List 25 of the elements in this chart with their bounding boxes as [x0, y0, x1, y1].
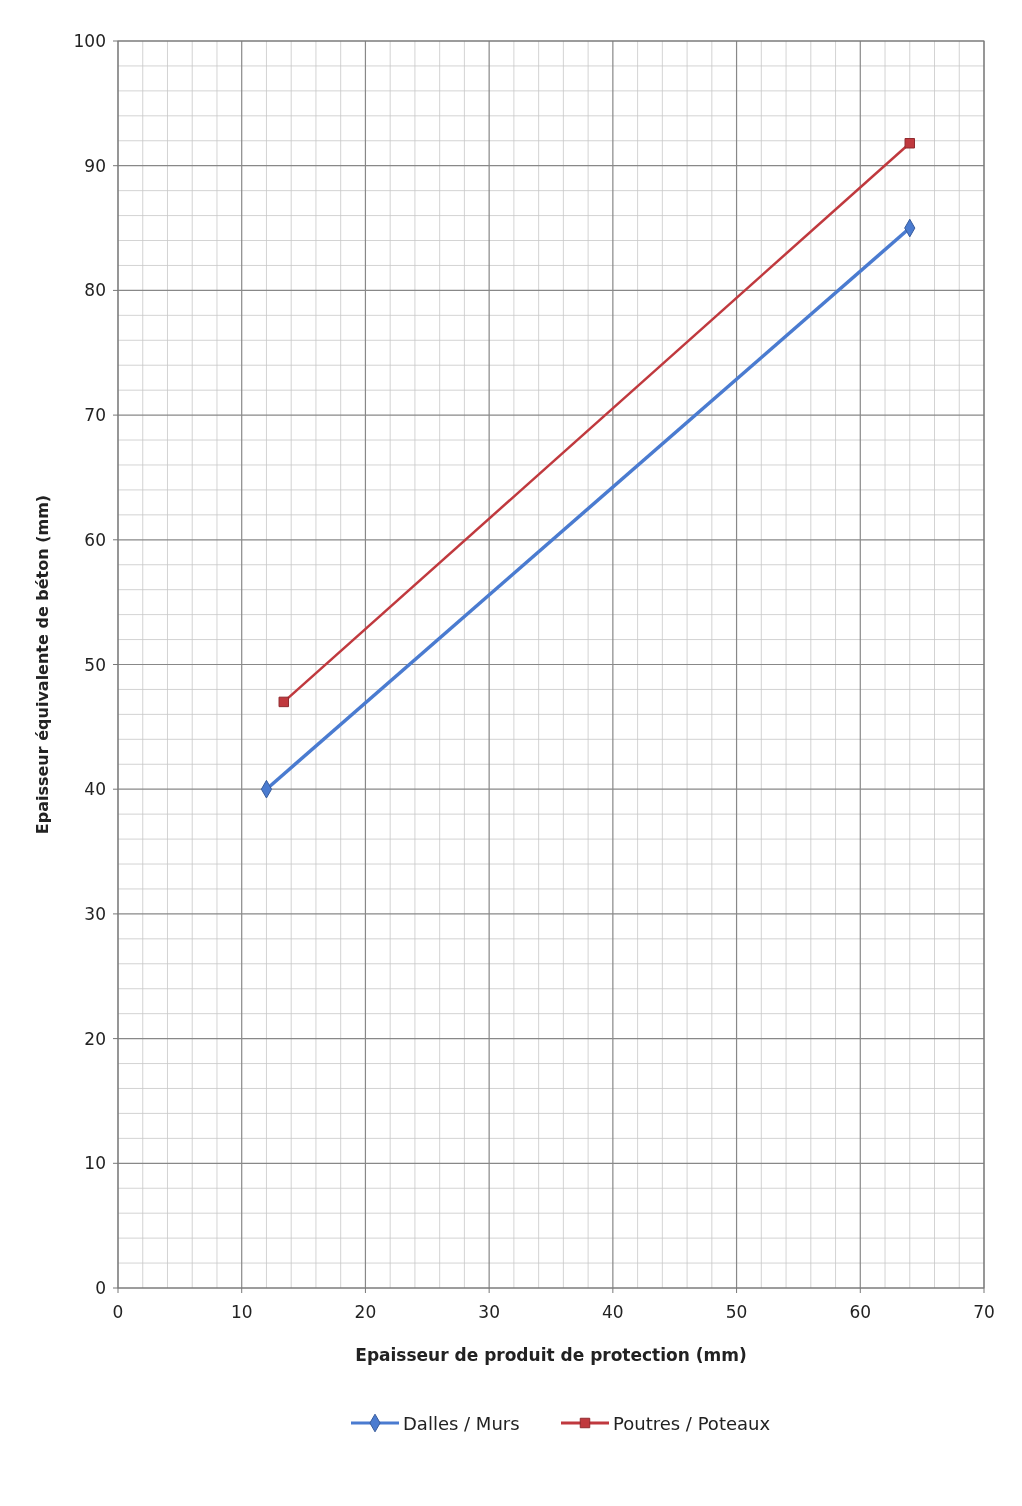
x-tick-label: 70 — [973, 1302, 995, 1322]
y-tick-label: 90 — [84, 155, 106, 176]
y-tick-label: 0 — [95, 1278, 106, 1298]
x-tick-label: 60 — [849, 1302, 872, 1322]
y-tick-label: 20 — [84, 1028, 106, 1049]
x-tick-label: 50 — [725, 1302, 748, 1322]
legend-label: Dalles / Murs — [403, 1413, 520, 1434]
legend-label: Poutres / Poteaux — [613, 1413, 771, 1434]
y-axis-title: Epaisseur équivalente de béton (mm) — [33, 494, 52, 835]
point — [904, 138, 916, 149]
x-axis-title: Epaisseur de produit de protection (mm) — [355, 1345, 747, 1365]
y-tick-label: 100 — [73, 31, 106, 51]
x-tick-label: 30 — [478, 1302, 500, 1322]
y-tick-label: 50 — [84, 654, 106, 675]
x-tick-label: 0 — [112, 1302, 124, 1322]
x-tick-label: 20 — [354, 1302, 377, 1322]
y-tick-label: 60 — [84, 529, 106, 550]
y-tick-label: 40 — [84, 779, 106, 800]
x-tick-label: 10 — [230, 1302, 253, 1322]
y-tick-label: 10 — [84, 1153, 106, 1174]
point — [278, 696, 290, 708]
x-tick-label: 40 — [602, 1302, 624, 1322]
y-tick-label: 70 — [84, 405, 106, 426]
y-tick-label: 80 — [84, 280, 106, 301]
y-tick-label: 30 — [84, 903, 106, 924]
